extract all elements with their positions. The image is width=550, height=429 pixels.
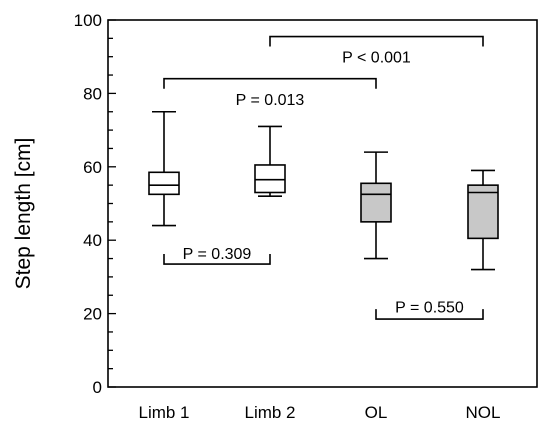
x-axis: Limb 1 Limb 2 OL NOL xyxy=(138,403,500,422)
iqr-box xyxy=(360,182,392,223)
y-tick-label: 100 xyxy=(74,11,102,30)
significance-annotations: P = 0.309 P = 0.013 P < 0.001 P = 0.550 xyxy=(163,35,484,320)
p-value-label: P = 0.309 xyxy=(183,246,252,263)
box-ol xyxy=(360,151,392,260)
box-nol xyxy=(467,169,499,271)
bracket-line xyxy=(163,77,377,89)
significance-bracket: P = 0.013 xyxy=(163,77,377,109)
p-value-label: P < 0.001 xyxy=(342,50,411,67)
plot-frame xyxy=(107,19,538,388)
x-tick-label: OL xyxy=(365,403,388,422)
y-tick-label: 20 xyxy=(83,305,102,324)
y-tick-label: 60 xyxy=(83,158,102,177)
y-tick-label: 40 xyxy=(83,231,102,250)
x-tick-label: Limb 2 xyxy=(244,403,295,422)
box-limb-1 xyxy=(148,110,180,227)
x-tick-label: Limb 1 xyxy=(138,403,189,422)
box-plot-series xyxy=(148,110,499,271)
significance-bracket: P < 0.001 xyxy=(269,35,484,67)
p-value-label: P = 0.550 xyxy=(395,299,464,316)
y-tick-label: 0 xyxy=(93,378,102,397)
y-axis-label: Step length [cm] xyxy=(12,138,35,290)
iqr-box xyxy=(148,171,180,196)
y-axis: 0 20 40 60 80 100 xyxy=(74,11,116,397)
significance-bracket: P = 0.309 xyxy=(163,246,271,265)
bracket-line xyxy=(375,309,484,320)
p-value-label: P = 0.013 xyxy=(236,92,305,109)
x-tick-label: NOL xyxy=(466,403,501,422)
box-limb-2 xyxy=(254,125,286,197)
bracket-line xyxy=(269,35,484,47)
iqr-box xyxy=(467,184,499,240)
y-tick-label: 80 xyxy=(83,84,102,103)
bracket-line xyxy=(163,254,271,265)
significance-bracket: P = 0.550 xyxy=(375,299,484,320)
iqr-box xyxy=(254,164,286,194)
